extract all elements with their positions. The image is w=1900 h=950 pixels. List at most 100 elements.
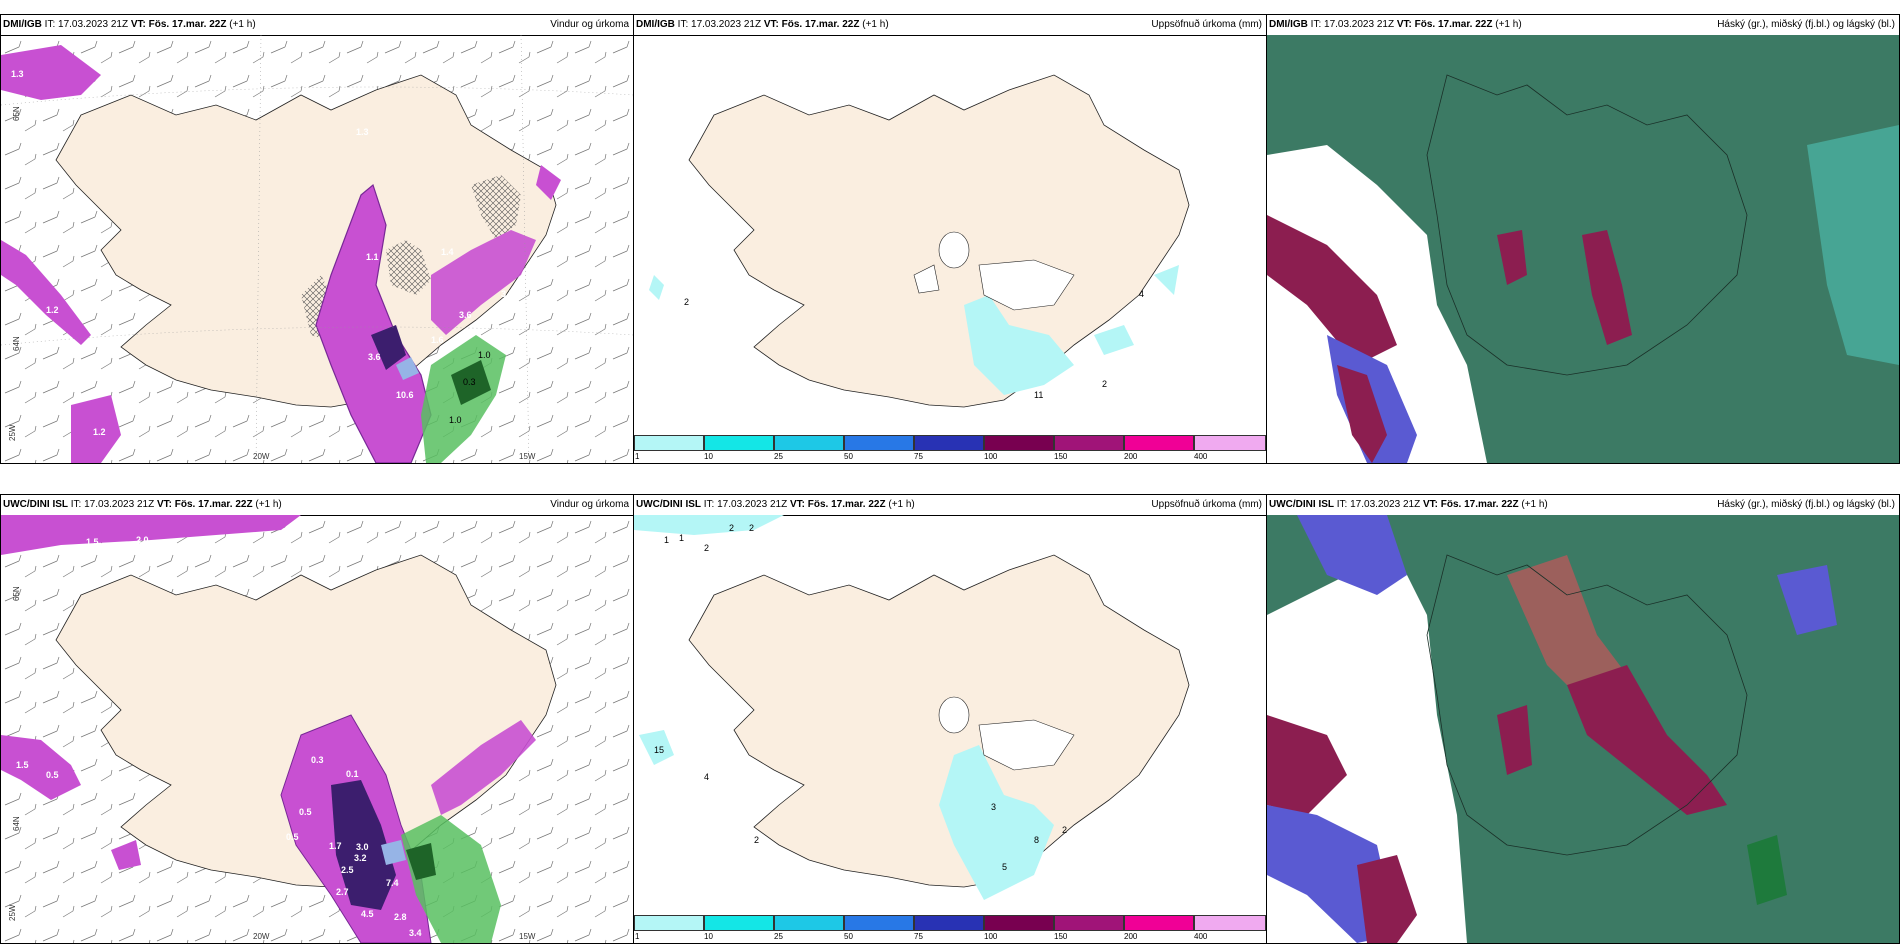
colorbar-tick: 10: [704, 452, 713, 461]
precip-value: 1.3: [356, 127, 369, 137]
precip-value: 0.5: [286, 832, 299, 842]
panel-header: DMI/IGB IT: 17.03.2023 21Z VT: Fös. 17.m…: [1267, 15, 1899, 36]
colorbar-swatch: [1194, 915, 1266, 931]
precip-band-north: [1, 515, 301, 555]
panel-accum-precip-top: DMI/IGB IT: 17.03.2023 21Z VT: Fös. 17.m…: [633, 14, 1267, 464]
lon-label: 20W: [253, 932, 270, 941]
precip-value: 1.5: [86, 537, 99, 547]
precip-value: 1.0: [478, 350, 491, 360]
colorbar-swatch: [914, 915, 984, 931]
iceland-land: [688, 554, 1190, 888]
precip-value: 4.5: [361, 909, 374, 919]
precip-band-sw: [71, 395, 121, 463]
iceland-land: [688, 74, 1190, 408]
accum-value: 4: [1139, 289, 1144, 299]
accum-area: [634, 515, 784, 535]
panel-title: Háský (gr.), miðský (fj.bl.) og lágský (…: [1717, 19, 1895, 30]
accum-value: 2: [1062, 825, 1067, 835]
lead-time: (+1 h): [229, 19, 256, 30]
colorbar-swatch: [1124, 435, 1194, 451]
colorbar-swatch: [1124, 915, 1194, 931]
lat-label: 64N: [12, 816, 21, 831]
clouds-map[interactable]: [1267, 515, 1899, 943]
snow-core: [451, 360, 491, 405]
accum-area: [939, 745, 1054, 900]
valid-time: VT: Fös. 17.mar. 22Z: [156, 499, 253, 510]
precip-value: 3.5: [501, 289, 514, 299]
valid-time: VT: Fös. 17.mar. 22Z: [1422, 499, 1519, 510]
precip-colorbar: 1 10 25 50 75 100 150 200 400: [634, 435, 1266, 461]
lat-label: 65N: [12, 586, 21, 601]
cloud-high-thin: [1807, 125, 1899, 365]
accum-area: [964, 295, 1074, 395]
precip-value: 0.1: [346, 769, 359, 779]
colorbar-swatch: [1054, 435, 1124, 451]
clouds-map[interactable]: [1267, 35, 1899, 463]
precip-value: 0.3: [311, 755, 324, 765]
colorbar-tick: 75: [914, 452, 923, 461]
glacier: [938, 231, 970, 269]
precip-value: 1.4: [441, 247, 454, 257]
wind-precip-map[interactable]: 1.3 1.1 1.4 1.6 3.6 10.6 0.3 1.0 1.0 1.2…: [1, 35, 633, 463]
iceland-outline: [1426, 74, 1748, 376]
precip-value: 2.8: [394, 912, 407, 922]
model-source: UWC/DINI ISL: [3, 499, 68, 510]
colorbar-swatch: [984, 435, 1054, 451]
precip-value: 2.7: [336, 887, 349, 897]
hatched-area: [386, 240, 431, 295]
accum-precip-map[interactable]: 1 1 2 2 2 4 15 2 3 8 2 5: [634, 515, 1266, 915]
accum-value: 8: [1034, 835, 1039, 845]
accum-value: 11: [1034, 390, 1043, 400]
precip-value: 1.0: [449, 415, 462, 425]
cloud-mid-area: [1567, 665, 1727, 815]
precip-value: 1.5: [16, 760, 29, 770]
lead-time: (+1 h): [1521, 499, 1548, 510]
panel-header: UWC/DINI ISL IT: 17.03.2023 21Z VT: Fös.…: [1267, 495, 1899, 516]
colorbar-swatch: [774, 915, 844, 931]
lead-time: (+1 h): [1495, 19, 1522, 30]
cloud-mid-thin: [1507, 555, 1627, 705]
precip-value: 2.5: [341, 865, 354, 875]
accum-precip-map[interactable]: 2 4 11 2: [634, 35, 1266, 435]
precip-value: 3.6: [368, 352, 381, 362]
issue-time: IT: 17.03.2023 21Z: [44, 19, 129, 30]
panel-header: UWC/DINI ISL IT: 17.03.2023 21Z VT: Fös.…: [1, 495, 633, 516]
colorbar-tick: 25: [774, 452, 783, 461]
colorbar-swatch: [1054, 915, 1124, 931]
issue-time: IT: 17.03.2023 21Z: [1336, 499, 1421, 510]
graticule: [1, 35, 633, 463]
accum-value: 2: [704, 543, 709, 553]
colorbar-swatch: [914, 435, 984, 451]
wind-precip-map[interactable]: 1.5 2.0 0.3 0.1 0.5 1.7 3.0 3.2 2.5 2.7 …: [1, 515, 633, 943]
colorbar-tick: 75: [914, 932, 923, 941]
cloud-mid-area: [1337, 365, 1387, 463]
cloud-mid-area: [1497, 230, 1527, 285]
precip-band-east: [431, 720, 536, 815]
cloud-mid-area: [1582, 230, 1632, 345]
panel-wind-precip-top: DMI/IGB IT: 17.03.2023 21Z VT: Fös. 17.m…: [0, 14, 634, 464]
precip-value: 0.3: [463, 377, 476, 387]
cloud-mid-area: [1267, 215, 1397, 365]
accum-value: 15: [654, 745, 664, 755]
colorbar-swatch: [844, 435, 914, 451]
colorbar-tick: 150: [1054, 932, 1068, 941]
panel-accum-precip-bottom: UWC/DINI ISL IT: 17.03.2023 21Z VT: Fös.…: [633, 494, 1267, 944]
precip-band-west: [1, 735, 81, 800]
precip-max: [396, 357, 419, 380]
colorbar-tick: 400: [1194, 452, 1208, 461]
accum-value: 1: [679, 533, 684, 543]
precip-cell: [536, 165, 561, 200]
model-source: DMI/IGB: [636, 19, 675, 30]
precip-value: 0.5: [46, 770, 59, 780]
panel-title: Vindur og úrkoma: [550, 19, 629, 30]
valid-time: VT: Fös. 17.mar. 22Z: [130, 19, 227, 30]
panel-clouds-bottom: UWC/DINI ISL IT: 17.03.2023 21Z VT: Fös.…: [1266, 494, 1900, 944]
colorbar-tick: 1: [635, 452, 640, 461]
panel-title: Uppsöfnuð úrkoma (mm): [1151, 19, 1262, 30]
issue-time: IT: 17.03.2023 21Z: [677, 19, 762, 30]
precip-value: 1.2: [46, 305, 59, 315]
precip-value: 3.0: [356, 842, 369, 852]
precip-value: 0.5: [299, 807, 312, 817]
precip-value: 1.7: [329, 841, 342, 851]
cloud-high-thick: [1747, 835, 1787, 905]
